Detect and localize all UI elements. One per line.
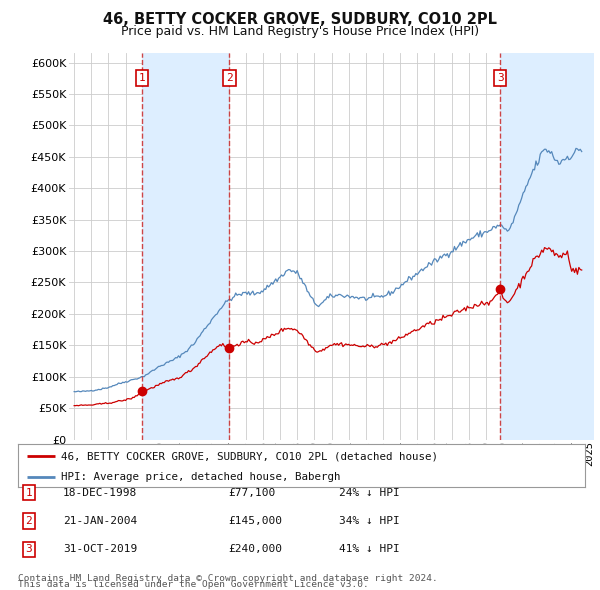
Text: HPI: Average price, detached house, Babergh: HPI: Average price, detached house, Babe… — [61, 473, 340, 483]
Text: 2: 2 — [226, 73, 233, 83]
Text: 31-OCT-2019: 31-OCT-2019 — [63, 545, 137, 554]
Bar — [500, 53, 594, 440]
Text: Contains HM Land Registry data © Crown copyright and database right 2024.: Contains HM Land Registry data © Crown c… — [18, 574, 438, 583]
Text: 24% ↓ HPI: 24% ↓ HPI — [339, 488, 400, 497]
Text: This data is licensed under the Open Government Licence v3.0.: This data is licensed under the Open Gov… — [18, 581, 369, 589]
Text: 18-DEC-1998: 18-DEC-1998 — [63, 488, 137, 497]
Text: 46, BETTY COCKER GROVE, SUDBURY, CO10 2PL: 46, BETTY COCKER GROVE, SUDBURY, CO10 2P… — [103, 12, 497, 27]
Text: 3: 3 — [497, 73, 503, 83]
Text: 2: 2 — [25, 516, 32, 526]
Text: Price paid vs. HM Land Registry's House Price Index (HPI): Price paid vs. HM Land Registry's House … — [121, 25, 479, 38]
Text: 1: 1 — [25, 488, 32, 497]
Text: £240,000: £240,000 — [228, 545, 282, 554]
Text: 34% ↓ HPI: 34% ↓ HPI — [339, 516, 400, 526]
Text: 41% ↓ HPI: 41% ↓ HPI — [339, 545, 400, 554]
Text: £77,100: £77,100 — [228, 488, 275, 497]
Text: £145,000: £145,000 — [228, 516, 282, 526]
Text: 46, BETTY COCKER GROVE, SUDBURY, CO10 2PL (detached house): 46, BETTY COCKER GROVE, SUDBURY, CO10 2P… — [61, 451, 437, 461]
Text: 3: 3 — [25, 545, 32, 554]
Text: 21-JAN-2004: 21-JAN-2004 — [63, 516, 137, 526]
Bar — [142, 53, 229, 440]
Text: 1: 1 — [139, 73, 145, 83]
